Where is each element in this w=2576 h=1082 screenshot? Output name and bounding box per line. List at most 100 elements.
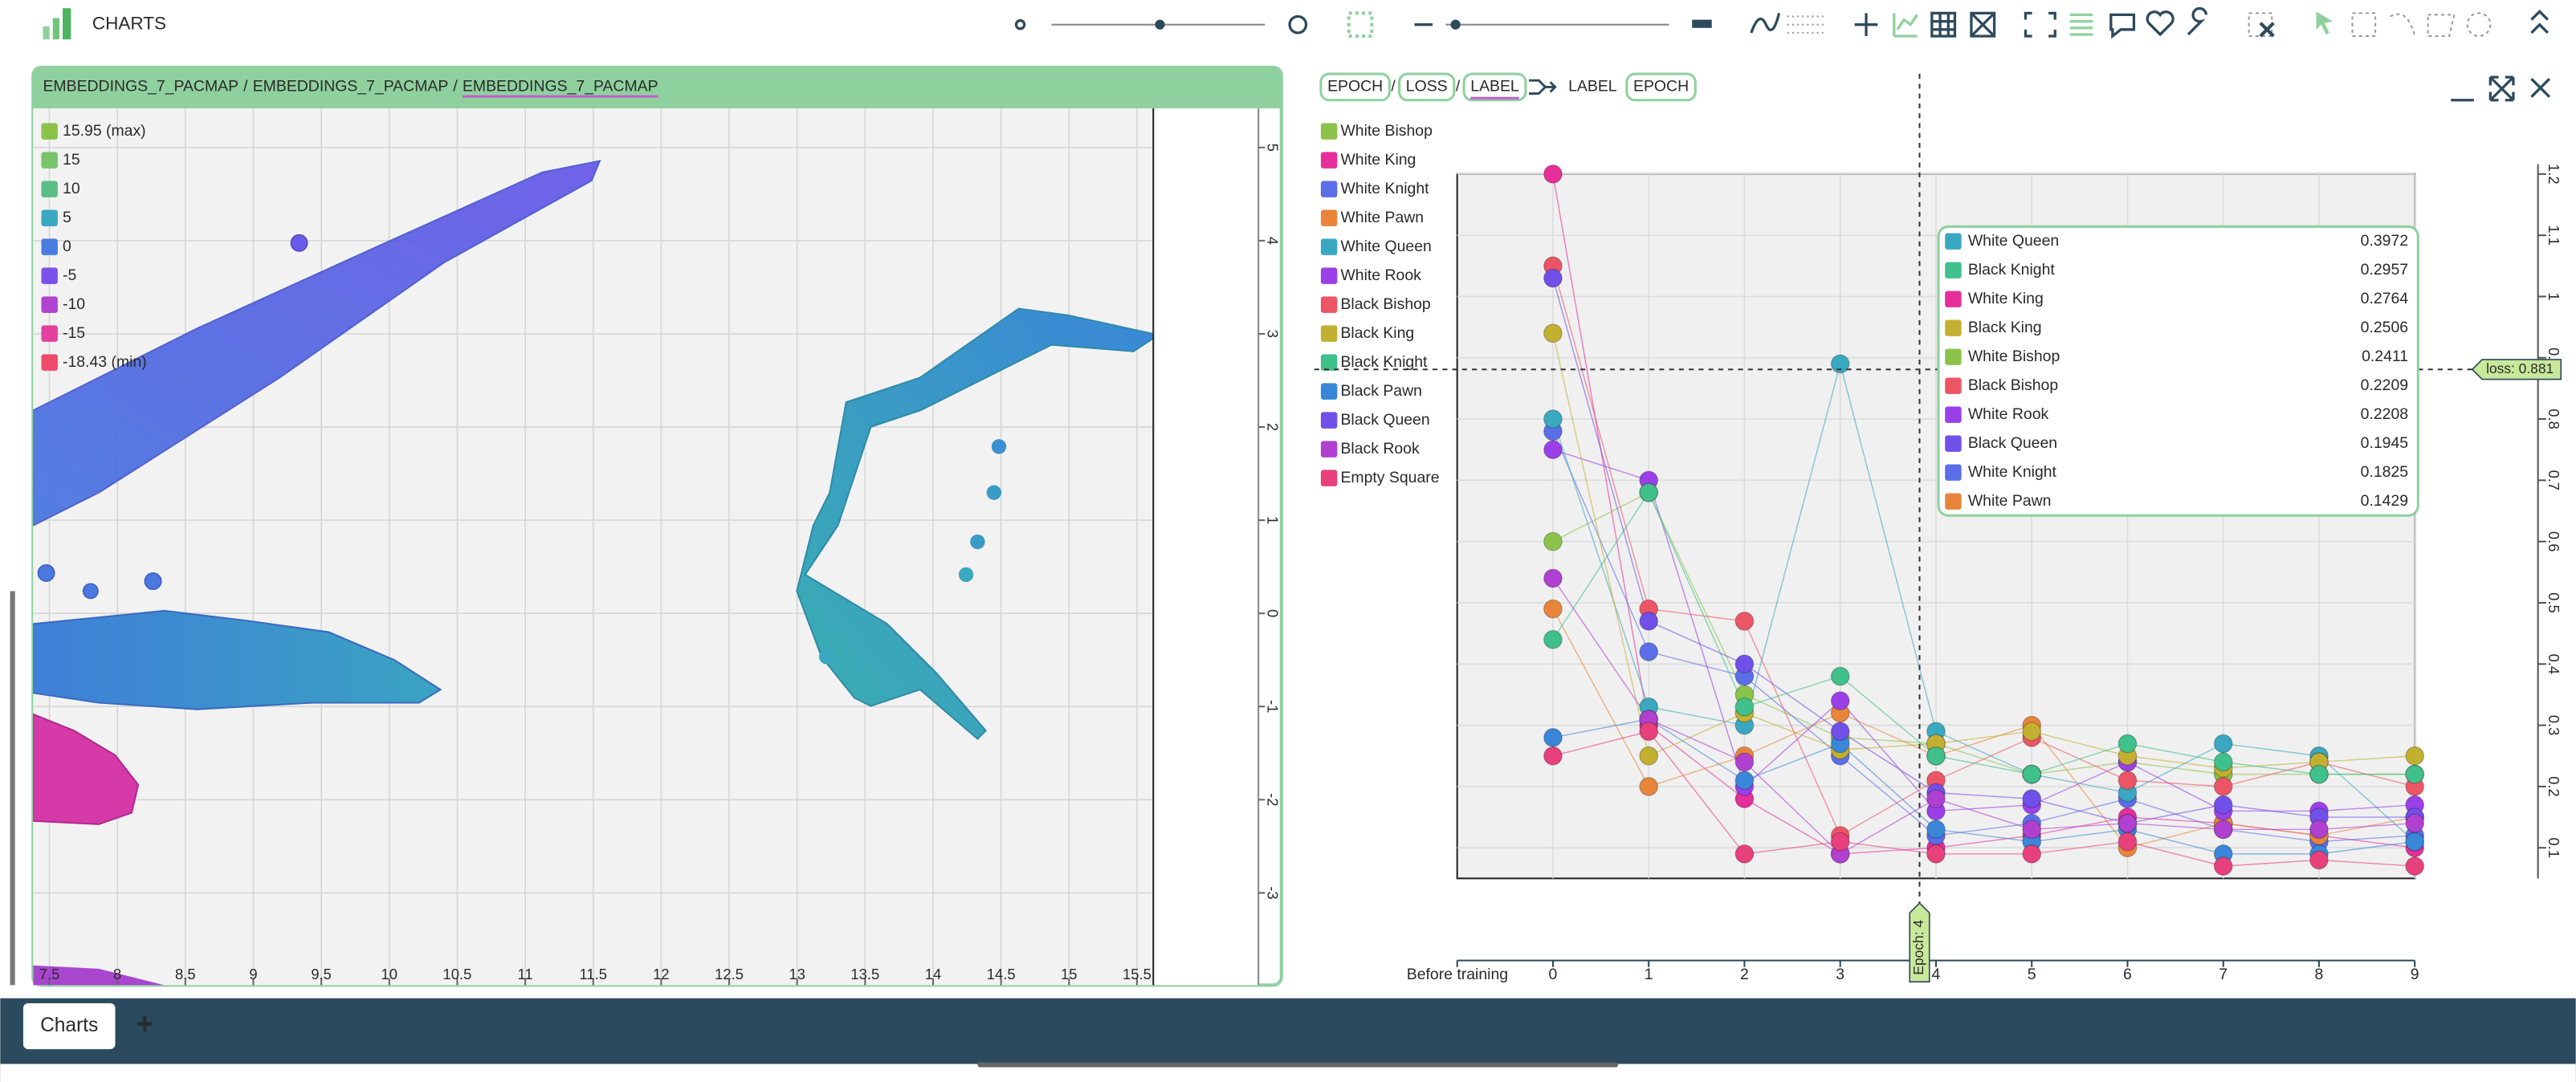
add-tab[interactable]: + — [137, 1007, 154, 1040]
legend-label[interactable]: Empty Square — [1340, 469, 1439, 486]
data-point[interactable] — [1734, 771, 1755, 791]
legend-swatch[interactable] — [1320, 209, 1338, 226]
axis-button-label[interactable]: LOSS — [1406, 78, 1448, 96]
axis-button[interactable] — [1398, 72, 1456, 102]
window-controls[interactable] — [2451, 75, 2551, 102]
legend-label[interactable]: Black King — [1340, 324, 1414, 342]
data-point[interactable] — [1734, 697, 1755, 717]
data-point[interactable] — [2022, 764, 2042, 784]
side-scrollbar[interactable] — [10, 591, 15, 986]
legend-label[interactable]: White Rook — [1340, 266, 1421, 284]
axis-button-label[interactable]: LABEL — [1568, 78, 1617, 96]
data-point[interactable] — [2213, 752, 2233, 772]
data-point[interactable] — [1543, 746, 1563, 766]
legend-label[interactable]: White Bishop — [1340, 122, 1432, 140]
legend-label[interactable]: White Queen — [1340, 238, 1431, 255]
data-point[interactable] — [2405, 856, 2425, 876]
data-point[interactable] — [2022, 722, 2042, 742]
breadcrumb-item[interactable]: EMBEDDINGS_7_PACMAP — [463, 78, 658, 96]
data-point[interactable] — [1830, 722, 1850, 742]
data-point[interactable] — [1543, 629, 1563, 649]
legend-swatch[interactable] — [1320, 152, 1338, 169]
data-point[interactable] — [2117, 813, 2138, 833]
data-point[interactable] — [1639, 612, 1659, 631]
data-point[interactable] — [2022, 820, 2042, 840]
data-point[interactable] — [2213, 795, 2233, 815]
legend-swatch[interactable] — [1320, 296, 1338, 313]
tab[interactable] — [22, 1003, 116, 1050]
data-point[interactable] — [2117, 832, 2138, 852]
legend-label[interactable]: Black Pawn — [1340, 382, 1421, 400]
data-point[interactable] — [2309, 850, 2329, 870]
data-point[interactable] — [1543, 599, 1563, 619]
data-point[interactable] — [1734, 752, 1755, 772]
legend-swatch[interactable] — [1320, 267, 1338, 284]
breadcrumb[interactable]: EMBEDDINGS_7_PACMAP / EMBEDDINGS_7_PACMAP /… — [43, 78, 658, 98]
breadcrumb-item[interactable]: EMBEDDINGS_7_PACMAP — [253, 78, 449, 96]
data-point[interactable] — [1639, 746, 1659, 766]
data-point[interactable] — [1734, 612, 1755, 631]
data-point[interactable] — [1543, 531, 1563, 551]
axis-selector[interactable]: EPOCH / LOSS / LABEL LABEL EPOCH — [1319, 72, 1697, 102]
data-point[interactable] — [2405, 764, 2425, 784]
legend-label[interactable]: Black Bishop — [1340, 295, 1430, 313]
axis-button-label[interactable]: EPOCH — [1327, 78, 1383, 96]
series-legend[interactable]: White Bishop White King White Knight White … — [1320, 122, 1440, 486]
legend-swatch[interactable] — [1320, 354, 1338, 371]
data-point[interactable] — [2022, 789, 2042, 809]
data-point[interactable] — [1734, 844, 1755, 864]
axis-button[interactable] — [1319, 72, 1391, 102]
axis-button-label[interactable]: EPOCH — [1633, 78, 1689, 96]
data-point[interactable] — [1734, 654, 1755, 674]
data-point[interactable] — [1926, 746, 1946, 766]
legend-label[interactable]: White Pawn — [1340, 209, 1424, 226]
data-point[interactable] — [1830, 354, 1850, 374]
data-point[interactable] — [2117, 771, 2138, 791]
axis-button[interactable] — [1625, 72, 1697, 102]
legend-label[interactable]: Black Knight — [1340, 353, 1428, 371]
data-point[interactable] — [1830, 832, 1850, 852]
data-point[interactable] — [1639, 642, 1659, 661]
legend-label[interactable]: White King — [1340, 151, 1416, 169]
data-point[interactable] — [1543, 440, 1563, 460]
legend-swatch[interactable] — [1320, 123, 1338, 140]
legend-label[interactable]: White Knight — [1340, 180, 1429, 197]
legend-swatch[interactable] — [1320, 181, 1338, 197]
data-point[interactable] — [1543, 164, 1563, 184]
data-point[interactable] — [2213, 820, 2233, 840]
legend-label[interactable]: Black Rook — [1340, 440, 1420, 458]
axis-button-label[interactable]: LABEL — [1470, 78, 1519, 96]
data-point[interactable] — [2213, 856, 2233, 876]
data-point[interactable] — [1830, 691, 1850, 710]
data-point[interactable] — [1639, 722, 1659, 742]
data-point[interactable] — [2213, 734, 2233, 754]
tab-label[interactable]: Charts — [40, 1015, 98, 1036]
legend-swatch[interactable] — [1320, 238, 1338, 255]
data-point[interactable] — [1830, 666, 1850, 686]
data-point[interactable] — [2309, 764, 2329, 784]
data-point[interactable] — [2405, 813, 2425, 833]
breadcrumb-item[interactable]: EMBEDDINGS_7_PACMAP — [43, 78, 238, 96]
data-point[interactable] — [2022, 844, 2042, 864]
data-point[interactable] — [1639, 777, 1659, 796]
data-point[interactable] — [1543, 727, 1563, 747]
legend-label[interactable]: Black Queen — [1340, 411, 1429, 429]
data-point[interactable] — [2309, 820, 2329, 840]
data-point[interactable] — [1543, 323, 1563, 344]
data-point[interactable] — [1543, 409, 1563, 429]
legend-swatch[interactable] — [1320, 470, 1338, 486]
legend-swatch[interactable] — [1320, 325, 1338, 342]
legend-swatch[interactable] — [1320, 383, 1338, 400]
data-point[interactable] — [1926, 844, 1946, 864]
data-point[interactable] — [1543, 568, 1563, 588]
data-point[interactable] — [2405, 746, 2425, 766]
data-point[interactable] — [1543, 268, 1563, 288]
axis-button[interactable] — [1462, 72, 1527, 102]
data-point[interactable] — [1926, 789, 1946, 809]
data-point[interactable] — [2213, 777, 2233, 796]
legend-swatch[interactable] — [1320, 412, 1338, 429]
legend-swatch[interactable] — [1320, 441, 1338, 458]
data-point[interactable] — [2117, 734, 2138, 754]
data-point[interactable] — [1639, 482, 1659, 502]
data-point[interactable] — [2405, 832, 2425, 852]
